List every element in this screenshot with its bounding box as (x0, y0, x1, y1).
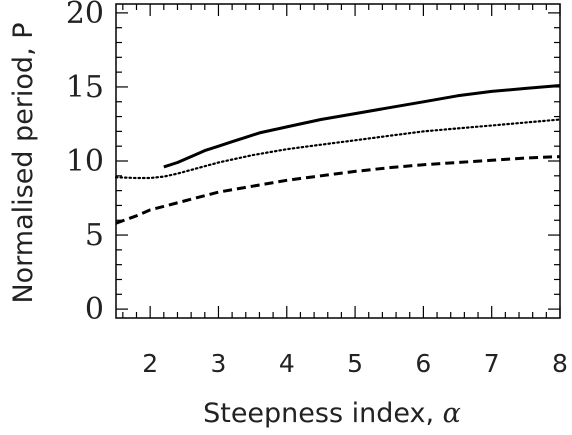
x-axis-title: Steepness index, α (203, 398, 461, 429)
x-axis-title-symbol: α (443, 398, 461, 429)
y-tick-label: 0 (85, 292, 104, 327)
x-tick-label: 8 (552, 349, 568, 378)
y-tick-labels: 0 5 10 15 20 (66, 0, 104, 327)
y-tick-label: 10 (66, 144, 104, 179)
series-layer (116, 86, 560, 224)
series-dotted-line (116, 120, 560, 179)
series-dashed-line (116, 157, 560, 224)
y-tick-label: 5 (85, 218, 104, 253)
x-tick-label: 4 (279, 349, 295, 378)
x-tick-label: 3 (211, 349, 227, 378)
x-tick-labels: 2 3 4 5 6 7 8 (142, 349, 568, 378)
x-tick-label: 6 (415, 349, 431, 378)
y-axis-title: Normalised period, P (8, 22, 39, 303)
x-tick-label: 5 (347, 349, 363, 378)
x-axis-title-text: Steepness index, (203, 398, 443, 429)
y-tick-label: 20 (66, 0, 104, 31)
x-tick-label: 7 (484, 349, 500, 378)
x-tick-label: 2 (142, 349, 158, 378)
series-solid-line (164, 86, 560, 167)
y-tick-label: 15 (66, 70, 104, 105)
